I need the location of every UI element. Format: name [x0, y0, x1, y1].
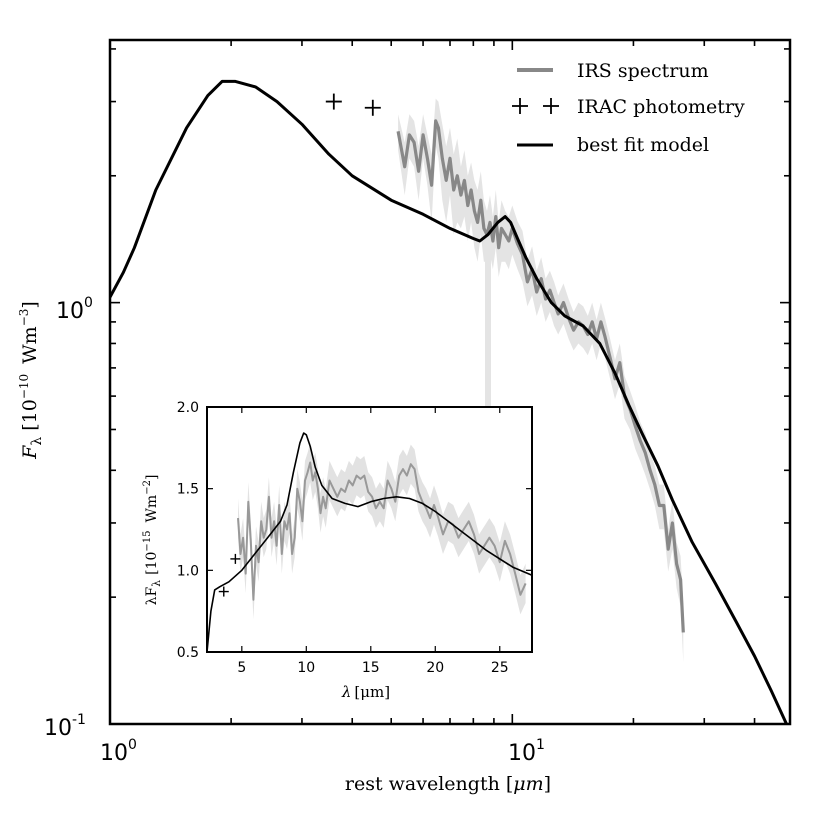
- irs-spectrum-line: [396, 119, 685, 633]
- inset-plot-area: 5 10 15 20 25 0.5 1.0 1.5 2.0: [177, 400, 532, 676]
- inset-model-line: [207, 432, 532, 652]
- main-x-axis-label: rest wavelength [μm]: [345, 773, 551, 795]
- legend-swatch-irac: [512, 98, 559, 114]
- inset-y-tick-label: 1.5: [177, 482, 199, 498]
- x-tick-label-1: 100: [100, 737, 137, 766]
- inset-y-tick-label: 1.0: [177, 563, 199, 579]
- inset-x-tick-label: 15: [362, 660, 380, 676]
- inset-frame: [206, 406, 533, 653]
- main-y-axis-label: Fλ[10−10Wm−3]: [17, 301, 45, 460]
- legend-label-model: best fit model: [577, 134, 709, 156]
- inset-y-axis-label: λFλ[10−15Wm−2]: [142, 475, 163, 606]
- irac-point: [325, 93, 342, 110]
- inset-x-axis-label: λ [μm]: [341, 683, 390, 701]
- inset-x-tick-label: 5: [237, 660, 246, 676]
- inset-y-tick-label: 0.5: [177, 645, 199, 661]
- y-tick-label-1: 100: [56, 295, 93, 324]
- inset-x-tick-label: 25: [491, 660, 509, 676]
- inset-x-tick-label: 20: [426, 660, 444, 676]
- x-tick-label-10: 101: [508, 737, 545, 766]
- inset-irac-point: [230, 553, 241, 564]
- best-fit-model-line: [110, 79, 789, 724]
- legend-label-irac: IRAC photometry: [577, 96, 745, 118]
- inset-y-tick-label: 2.0: [177, 400, 199, 416]
- inset-irac-point: [218, 586, 229, 597]
- inset-x-tick-label: 10: [297, 660, 315, 676]
- irac-point: [364, 99, 381, 116]
- y-tick-label-0.1: 10-1: [44, 712, 86, 741]
- legend: IRS spectrum IRAC photometry best fit mo…: [512, 60, 745, 156]
- legend-label-irs: IRS spectrum: [577, 60, 709, 82]
